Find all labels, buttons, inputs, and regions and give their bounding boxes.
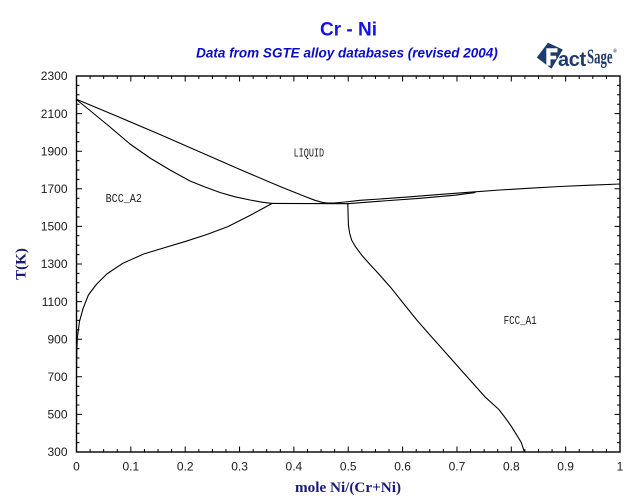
svg-text:LIQUID: LIQUID bbox=[294, 147, 325, 161]
svg-text:BCC_A2: BCC_A2 bbox=[106, 192, 142, 206]
svg-text:mole Ni/(Cr+Ni): mole Ni/(Cr+Ni) bbox=[295, 480, 401, 496]
svg-text:act: act bbox=[558, 49, 586, 71]
svg-text:500: 500 bbox=[47, 408, 67, 422]
svg-text:Data from SGTE alloy databases: Data from SGTE alloy databases (revised … bbox=[196, 46, 498, 61]
svg-text:0.3: 0.3 bbox=[231, 460, 248, 474]
svg-text:Cr - Ni: Cr - Ni bbox=[320, 20, 377, 41]
svg-text:1500: 1500 bbox=[41, 220, 68, 234]
svg-text:0: 0 bbox=[73, 460, 80, 474]
svg-text:1300: 1300 bbox=[41, 257, 68, 271]
svg-text:0.7: 0.7 bbox=[449, 460, 466, 474]
svg-text:0.9: 0.9 bbox=[557, 460, 574, 474]
svg-text:1900: 1900 bbox=[41, 144, 68, 158]
svg-text:900: 900 bbox=[47, 332, 67, 346]
svg-text:1: 1 bbox=[617, 460, 624, 474]
svg-text:®: ® bbox=[613, 48, 617, 55]
svg-text:0.1: 0.1 bbox=[123, 460, 140, 474]
svg-text:300: 300 bbox=[47, 445, 67, 459]
svg-text:1100: 1100 bbox=[42, 295, 68, 309]
svg-text:0.8: 0.8 bbox=[503, 460, 520, 474]
svg-text:0.4: 0.4 bbox=[286, 460, 303, 474]
svg-text:2100: 2100 bbox=[41, 107, 68, 121]
svg-text:T(K): T(K) bbox=[14, 248, 30, 280]
svg-text:700: 700 bbox=[47, 370, 67, 384]
svg-text:1700: 1700 bbox=[41, 182, 68, 196]
svg-text:0.5: 0.5 bbox=[340, 460, 357, 474]
svg-text:2300: 2300 bbox=[41, 69, 68, 83]
svg-text:Sage: Sage bbox=[587, 44, 613, 68]
svg-text:FCC_A1: FCC_A1 bbox=[504, 314, 537, 328]
svg-text:0.2: 0.2 bbox=[177, 460, 194, 474]
svg-text:0.6: 0.6 bbox=[394, 460, 411, 474]
